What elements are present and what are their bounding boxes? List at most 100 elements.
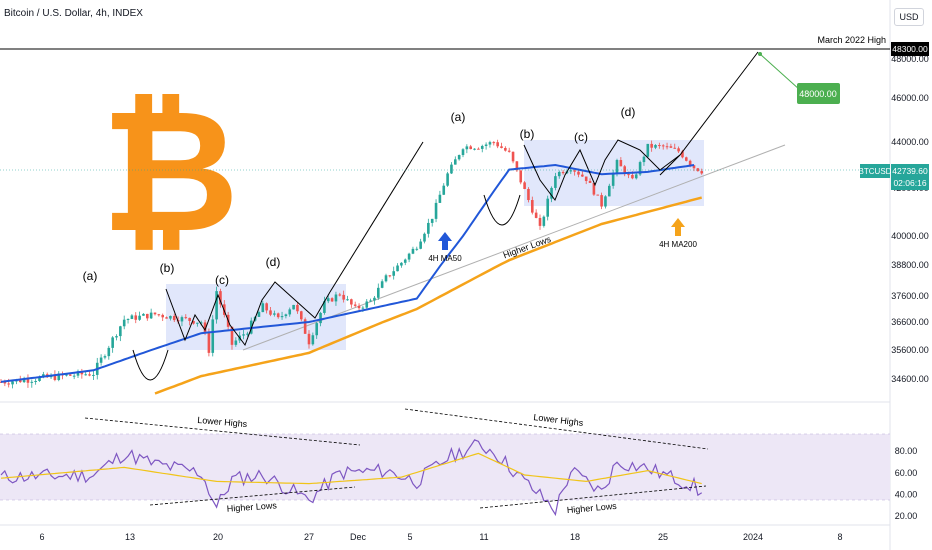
candle-body [146, 313, 149, 319]
time-tick-label: 5 [407, 532, 412, 542]
candle-body [561, 171, 565, 174]
candle-body [134, 315, 138, 320]
time-tick-label: 25 [658, 532, 668, 542]
ma50-line [0, 163, 695, 383]
candle-body [307, 333, 311, 345]
candle-body [315, 323, 318, 336]
price-tick-label: 34600.00 [891, 374, 929, 384]
candle-body [284, 314, 288, 317]
candle-body [300, 311, 303, 320]
candle-body [261, 303, 265, 313]
candle-body [631, 174, 634, 179]
candle-body [446, 173, 449, 186]
candle-body [161, 314, 164, 318]
candle-body [276, 313, 280, 318]
ma200-line [154, 196, 703, 395]
candle-body [311, 335, 315, 345]
candle-body [22, 379, 26, 383]
candle-body [11, 381, 14, 385]
candle-body [72, 375, 76, 377]
candle-body [53, 375, 57, 380]
candle-body [234, 340, 238, 345]
resistance-price-badge [891, 42, 929, 56]
wave-label-c1: (c) [215, 273, 229, 287]
candle-body [38, 376, 41, 381]
target-connector [759, 53, 801, 91]
candle-body [157, 314, 161, 316]
ma200-label: 4H MA200 [659, 240, 697, 249]
candle-body [388, 275, 392, 277]
candle-body [531, 200, 534, 213]
candle-body [692, 165, 696, 169]
price-axis: 34600.00 35600.00 36600.00 37600.00 38800.00… [891, 54, 929, 384]
time-tick-label: 27 [304, 532, 314, 542]
wave-label-d1: (d) [266, 255, 281, 269]
candle-body [330, 298, 334, 302]
rsi-lower-highs-label-1: Lower Highs [197, 415, 248, 429]
candle-body [296, 304, 299, 312]
rsi-higher-lows-label-1: Higher Lows [226, 500, 277, 513]
candle-body [373, 297, 376, 301]
candle-body [619, 160, 623, 167]
candle-body [180, 317, 184, 322]
candle-body [669, 146, 673, 148]
candle-body [219, 291, 222, 305]
candle-body [661, 145, 665, 147]
candle-body [507, 150, 511, 152]
candle-body [677, 148, 680, 152]
price-tick-label: 40000.00 [891, 231, 929, 241]
candle-body [130, 315, 134, 319]
bottom-arc-2 [483, 194, 521, 226]
candle-body [700, 171, 703, 174]
svg-text:₿: ₿ [101, 73, 240, 271]
projection-endpoint [758, 52, 762, 56]
rsi-tick-label: 40.00 [895, 489, 918, 499]
candle-body [126, 318, 130, 320]
candle-body [357, 305, 361, 309]
candle-body [627, 174, 630, 176]
time-tick-label: 20 [213, 532, 223, 542]
candle-body [480, 145, 484, 149]
rsi-higher-lows-label-2: Higher Lows [566, 501, 617, 515]
time-tick-label: 2024 [743, 532, 763, 542]
candle-body [538, 217, 542, 226]
candle-body [288, 309, 292, 315]
candle-body [415, 248, 419, 250]
price-tick-label: 36600.00 [891, 317, 929, 327]
candle-body [30, 381, 34, 383]
candle-body [88, 374, 91, 376]
candle-body [211, 319, 215, 353]
currency-button[interactable]: USD [894, 8, 924, 26]
candle-body [665, 146, 669, 148]
candle-body [500, 146, 503, 148]
candle-body [519, 170, 523, 183]
candle-body [396, 265, 399, 272]
target-box [797, 83, 840, 104]
candle-body [115, 336, 118, 338]
fractal-path-1 [165, 281, 331, 347]
candle-body [673, 147, 677, 149]
bottom-arc-1 [132, 349, 169, 381]
candle-body [569, 170, 573, 172]
candle-body [26, 379, 30, 383]
candle-body [611, 172, 615, 186]
candle-body [323, 301, 326, 313]
candle-body [638, 162, 642, 175]
candle-body [430, 218, 434, 223]
candle-body [685, 157, 688, 161]
rsi-tick-label: 80.00 [895, 446, 918, 456]
candle-body [192, 321, 195, 324]
candle-body [681, 151, 684, 158]
candle-body [196, 322, 199, 324]
candle-body [554, 176, 557, 188]
candle-body [138, 315, 141, 320]
candle-body [265, 303, 268, 311]
candle-body [542, 216, 546, 226]
rsi-line [0, 439, 703, 517]
candle-body [18, 379, 22, 383]
symbol-badge [860, 164, 890, 178]
candle-body [407, 253, 411, 260]
candle-body [419, 241, 422, 249]
candle-body [34, 380, 37, 382]
wave-label-a2: (a) [451, 110, 466, 124]
